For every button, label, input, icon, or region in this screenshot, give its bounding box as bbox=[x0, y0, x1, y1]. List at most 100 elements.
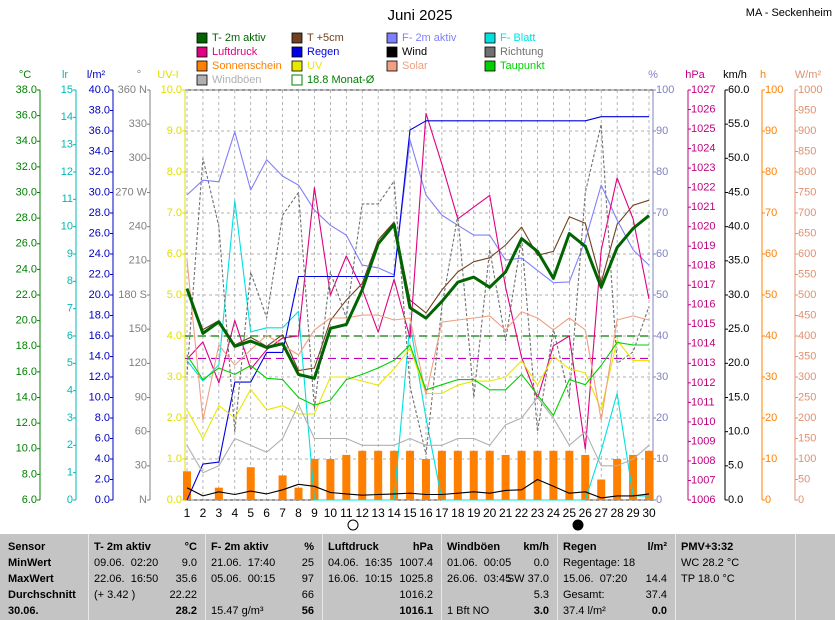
y-tick-label: 0 bbox=[656, 494, 662, 506]
y-tick-label: 20.0 bbox=[728, 357, 749, 369]
cell-value: 14.4 bbox=[645, 573, 667, 585]
y-tick-label: 10.0 bbox=[161, 84, 182, 96]
cell-value: 97 bbox=[301, 573, 314, 585]
axis-unit: hPa bbox=[685, 69, 705, 81]
row-label: MaxWert bbox=[8, 573, 54, 585]
axis-unit: W/m² bbox=[795, 69, 822, 81]
legend-swatch bbox=[196, 74, 208, 86]
x-tick-label: 15 bbox=[403, 506, 417, 520]
y-tick-label: 14.0 bbox=[16, 391, 37, 403]
moon-new bbox=[572, 519, 584, 531]
legend-swatch bbox=[196, 60, 208, 72]
cell-text: 26.06. 03:45 bbox=[447, 573, 512, 585]
cell-text: (+ 3.42 ) bbox=[94, 589, 136, 601]
cell-value: 28.2 bbox=[175, 605, 197, 617]
legend-label: T +5cm bbox=[307, 32, 344, 44]
x-tick-label: 30 bbox=[642, 506, 656, 520]
y-tick-label: 30 bbox=[656, 371, 668, 383]
y-tick-label: 38.0 bbox=[16, 84, 37, 96]
cell-value: 37.4 bbox=[645, 589, 667, 601]
y-tick-label: 0.0 bbox=[95, 494, 110, 506]
cell-text: 21.06. 17:40 bbox=[211, 557, 276, 569]
y-tick-label: 18.0 bbox=[89, 309, 110, 321]
cell-value: 1016.2 bbox=[399, 589, 433, 601]
chart: Juni 2025 MA - Seckenheim 1 2 3 4 5 6 7 8 9 10 11 1… bbox=[16, 7, 832, 531]
y-tick-label: 0 bbox=[67, 494, 73, 506]
y-tick-label: 1011 bbox=[691, 396, 715, 408]
y-tick-label: 1017 bbox=[691, 279, 715, 291]
sunshine-bar bbox=[613, 459, 622, 500]
y-tick-label: 1008 bbox=[691, 455, 715, 467]
cell-text: Gesamt: bbox=[563, 589, 605, 601]
x-tick-label: 27 bbox=[595, 506, 609, 520]
sunshine-bar bbox=[469, 450, 478, 500]
y-tick-label: 0 bbox=[798, 494, 804, 506]
y-tick-label: 8.0 bbox=[167, 166, 182, 178]
series-line bbox=[186, 341, 649, 416]
cell-text: 04.06. 16:35 bbox=[328, 557, 393, 569]
y-tick-label: 10.0 bbox=[728, 426, 749, 438]
column-unit: hPa bbox=[412, 541, 433, 553]
cell-value: 22.22 bbox=[169, 589, 197, 601]
series-line bbox=[186, 112, 650, 450]
y-tick-label: 20 bbox=[656, 412, 668, 424]
y-tick-label: 600 bbox=[798, 248, 816, 260]
row-label: MinWert bbox=[8, 557, 52, 569]
cell-text: Regentage: 18 bbox=[563, 557, 636, 569]
y-tick-label: 50 bbox=[798, 473, 810, 485]
cell-value: 0.0 bbox=[651, 605, 667, 617]
sunshine-bar bbox=[278, 475, 287, 500]
sunshine-bar bbox=[549, 450, 558, 500]
y-tick-label: 14 bbox=[61, 111, 73, 123]
y-tick-label: 1021 bbox=[691, 201, 715, 213]
y-tick-label: 330 bbox=[129, 118, 147, 130]
legend-label: UV bbox=[307, 60, 323, 72]
y-tick-label: 7 bbox=[67, 303, 73, 315]
legend-label: Wind bbox=[402, 46, 427, 58]
column-separator bbox=[322, 534, 323, 620]
y-tick-label: 950 bbox=[798, 104, 816, 116]
y-tick-label: 5 bbox=[67, 357, 73, 369]
sunshine-bar bbox=[485, 450, 494, 500]
y-tick-label: 28.0 bbox=[89, 207, 110, 219]
y-tick-label: 0 bbox=[765, 494, 771, 506]
sunshine-bar bbox=[421, 459, 430, 500]
cell-value: 35.6 bbox=[175, 573, 197, 585]
y-tick-label: 15 bbox=[61, 84, 73, 96]
y-tick-label: 32.0 bbox=[16, 161, 37, 173]
legend-swatch bbox=[484, 60, 496, 72]
y-tick-label: 4.0 bbox=[167, 330, 182, 342]
y-tick-label: 1027 bbox=[691, 84, 715, 96]
stats-table: Sensor MinWert MaxWert Durchschnitt 30.06. T-… bbox=[0, 534, 835, 620]
cell-value: 3.0 bbox=[533, 605, 549, 617]
series-line bbox=[186, 339, 649, 440]
cell-text: 37.4 l/m² bbox=[563, 605, 606, 617]
legend-label: T- 2m aktiv bbox=[212, 32, 266, 44]
column-unit: % bbox=[304, 541, 314, 553]
column-title: F- 2m aktiv bbox=[211, 541, 269, 553]
axis-unit: h bbox=[760, 69, 766, 81]
y-tick-label: 9.0 bbox=[167, 125, 182, 137]
y-tick-label: 1000 bbox=[798, 84, 822, 96]
y-tick-label: 1009 bbox=[691, 435, 715, 447]
y-tick-label: 40.0 bbox=[89, 84, 110, 96]
x-tick-label: 28 bbox=[610, 506, 624, 520]
y-tick-label: 650 bbox=[798, 227, 816, 239]
chart-title: Juni 2025 bbox=[387, 7, 452, 24]
y-tick-label: 1006 bbox=[691, 494, 715, 506]
legend-label: F- 2m aktiv bbox=[402, 32, 457, 44]
y-tick-label: 8 bbox=[67, 275, 73, 287]
y-tick-label: 400 bbox=[798, 330, 816, 342]
y-tick-label: 150 bbox=[129, 323, 147, 335]
legend-swatch bbox=[291, 74, 303, 86]
legend-label: Regen bbox=[307, 46, 339, 58]
y-tick-label: 40.0 bbox=[728, 221, 749, 233]
legend-label: Luftdruck bbox=[212, 46, 258, 58]
column-separator bbox=[675, 534, 676, 620]
legend-swatch bbox=[386, 32, 398, 44]
y-tick-label: 2 bbox=[67, 439, 73, 451]
y-tick-label: 1010 bbox=[691, 416, 715, 428]
axis-unit: ° bbox=[137, 69, 141, 81]
legend-swatch bbox=[386, 46, 398, 58]
legend-swatch bbox=[291, 60, 303, 72]
